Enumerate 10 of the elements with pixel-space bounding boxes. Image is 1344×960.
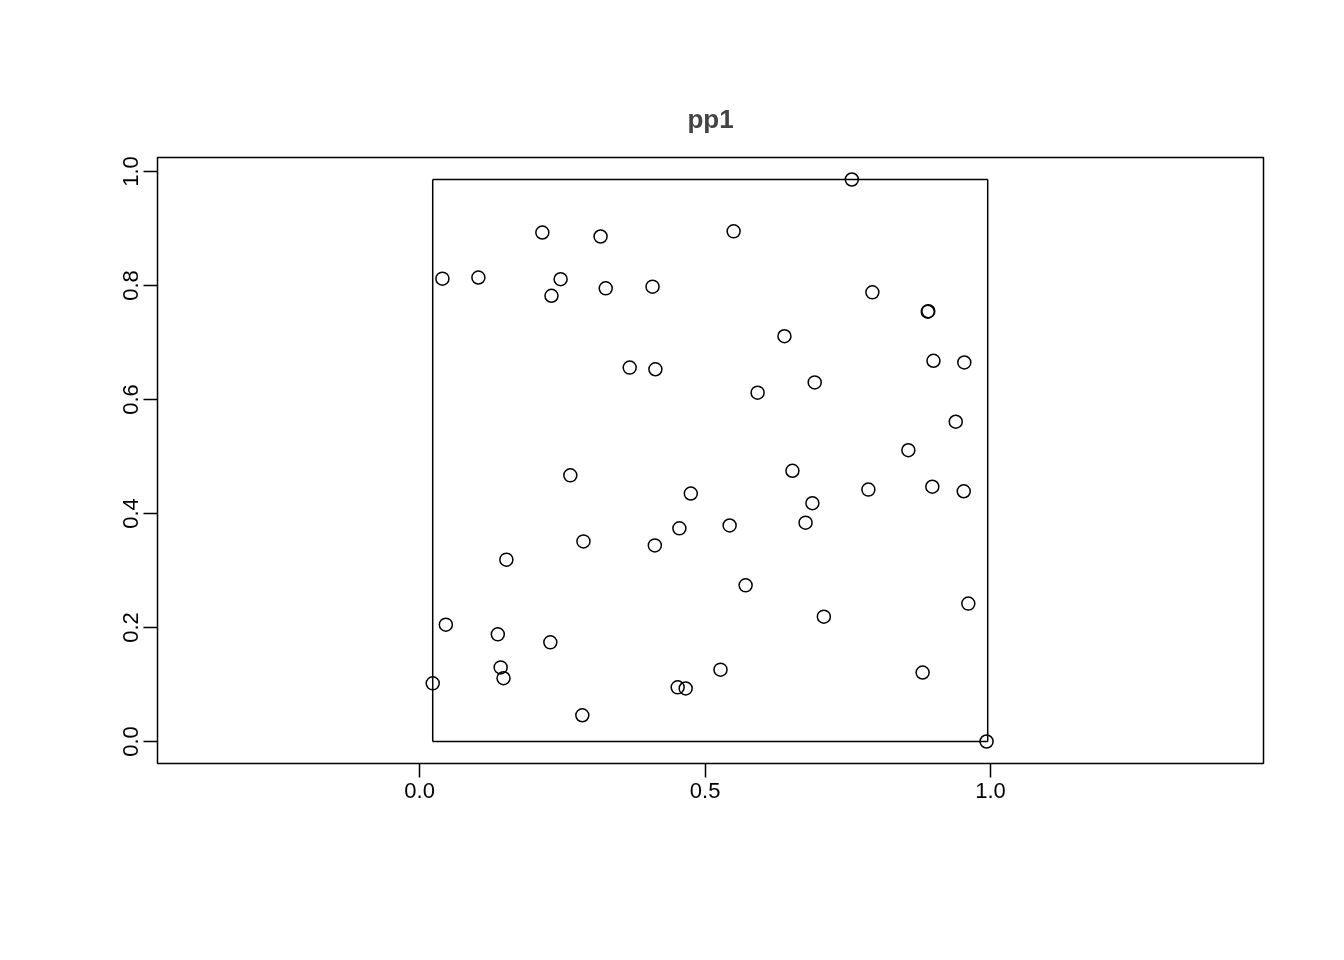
y-tick-label: 1.0 [118, 156, 144, 187]
y-tick-label: 0.2 [118, 612, 144, 643]
y-tick-label: 0.6 [118, 384, 144, 415]
x-tick-label: 0.5 [689, 777, 721, 803]
y-tick-label: 0.8 [118, 270, 144, 301]
x-tick-label: 1.0 [975, 777, 1006, 803]
y-tick-label: 0.4 [118, 498, 144, 529]
chart-title: pp1 [687, 103, 734, 134]
y-tick-label: 0.0 [118, 726, 144, 757]
x-tick-label: 0.0 [404, 777, 435, 803]
